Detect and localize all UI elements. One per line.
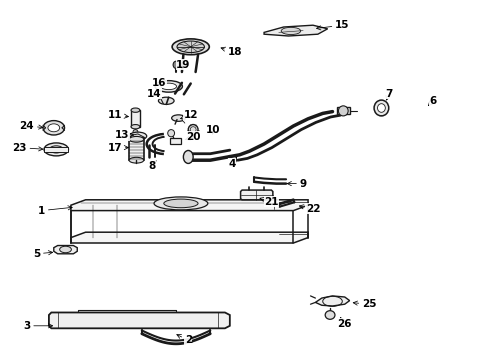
Ellipse shape: [48, 124, 60, 132]
Ellipse shape: [325, 311, 334, 319]
Bar: [44, 147, 68, 152]
Ellipse shape: [177, 41, 204, 53]
Ellipse shape: [129, 132, 146, 140]
Bar: [129, 139, 143, 160]
Bar: [131, 110, 140, 127]
Text: 15: 15: [316, 20, 349, 30]
Bar: [337, 107, 349, 114]
Ellipse shape: [163, 199, 198, 208]
Text: 13: 13: [115, 130, 133, 140]
Ellipse shape: [43, 121, 64, 135]
Ellipse shape: [60, 246, 71, 253]
Ellipse shape: [171, 115, 185, 121]
Text: 26: 26: [337, 318, 351, 329]
Text: 6: 6: [427, 96, 435, 106]
Ellipse shape: [281, 27, 300, 35]
Ellipse shape: [129, 136, 143, 142]
Ellipse shape: [373, 100, 388, 116]
Ellipse shape: [49, 146, 63, 153]
Text: 18: 18: [221, 47, 242, 57]
Text: 4: 4: [228, 157, 236, 169]
Ellipse shape: [155, 81, 182, 92]
Text: 9: 9: [286, 179, 306, 189]
Ellipse shape: [129, 157, 143, 163]
Polygon shape: [240, 190, 272, 200]
Ellipse shape: [338, 106, 347, 116]
Text: 12: 12: [180, 110, 198, 120]
Text: 24: 24: [20, 121, 43, 131]
Ellipse shape: [167, 130, 174, 137]
Polygon shape: [49, 312, 229, 328]
Ellipse shape: [158, 97, 174, 104]
Text: 19: 19: [176, 60, 190, 70]
Ellipse shape: [133, 130, 138, 135]
Ellipse shape: [131, 125, 140, 129]
Polygon shape: [71, 200, 307, 211]
Text: 21: 21: [260, 197, 278, 207]
Ellipse shape: [154, 197, 207, 210]
Polygon shape: [131, 134, 144, 139]
Ellipse shape: [172, 39, 209, 55]
Polygon shape: [264, 25, 327, 36]
Text: 17: 17: [107, 143, 128, 153]
Text: 7: 7: [384, 89, 392, 100]
Text: 3: 3: [23, 321, 53, 331]
Text: 10: 10: [205, 125, 220, 135]
Text: 8: 8: [148, 161, 156, 171]
Text: 14: 14: [146, 89, 161, 99]
Text: 11: 11: [107, 110, 128, 120]
Bar: [170, 138, 181, 144]
Text: 2: 2: [177, 334, 191, 345]
Text: 1: 1: [38, 206, 72, 216]
Ellipse shape: [173, 61, 179, 68]
Polygon shape: [54, 246, 77, 254]
Text: 16: 16: [151, 78, 166, 88]
Text: 22: 22: [299, 204, 320, 214]
Ellipse shape: [131, 108, 140, 112]
Text: 25: 25: [352, 299, 376, 309]
Ellipse shape: [44, 143, 68, 156]
Text: 5: 5: [33, 249, 53, 259]
Ellipse shape: [377, 104, 385, 112]
Polygon shape: [71, 232, 307, 243]
Polygon shape: [315, 296, 349, 306]
Ellipse shape: [188, 125, 198, 135]
Ellipse shape: [161, 83, 176, 90]
Ellipse shape: [183, 150, 193, 163]
Text: 20: 20: [185, 132, 200, 142]
Text: 23: 23: [12, 143, 43, 153]
